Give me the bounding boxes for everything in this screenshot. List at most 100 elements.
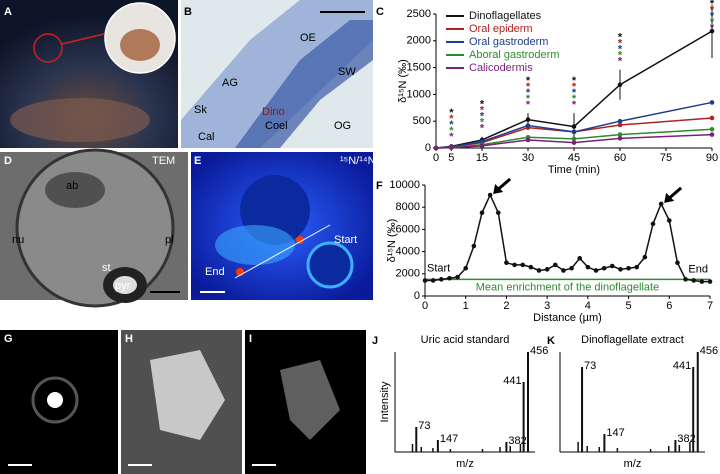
significance-star: * [572,81,577,93]
minor-peak [678,445,681,452]
image-label: pyr [115,280,131,292]
x-tick-label: 30 [522,152,534,164]
data-point [504,260,509,266]
data-point [618,267,623,272]
data-point [593,268,599,273]
y-tick-label: 8000 [396,201,420,213]
data-point [479,143,485,149]
y-tick-label: 10000 [389,179,420,191]
y-tick-label: 4000 [396,246,420,258]
peak [674,440,677,452]
data-point [709,126,715,132]
significance-star: * [480,117,485,129]
minor-peak [616,448,619,452]
peak [692,367,695,452]
panel-letter: D [4,155,12,167]
panel-letter: E [194,155,201,167]
significance-star: * [526,81,531,93]
y-tick-label: 2000 [396,268,420,280]
peak [415,427,418,452]
data-point [479,139,485,144]
significance-star: * [572,99,577,111]
significance-star: * [572,87,577,99]
panel-letter: H [125,333,133,345]
x-tick-label: 3 [544,300,550,312]
legend-label: Dinoflagellates [469,10,542,22]
data-point [449,145,454,151]
image-label: TEM [152,155,175,167]
data-point [552,262,558,268]
x-axis-label: m/z [456,458,474,470]
significance-star: * [526,99,531,111]
data-point [525,123,531,128]
significance-star: * [526,75,531,87]
data-point [571,140,577,145]
data-point [709,115,715,121]
legend-label: Aboral gastroderm [469,49,560,61]
reference-label: Mean enrichment of the dinoflagellate [476,281,659,293]
image-label: OG [334,120,351,132]
significance-star: * [618,44,623,56]
significance-star: * [618,56,623,68]
panel-letter: I [249,333,252,345]
image-label: SW [338,66,356,78]
significance-star: * [480,123,485,135]
data-point [463,265,469,271]
image-label: Cal [198,131,215,143]
minor-peak [668,446,670,452]
data-point [495,210,501,216]
image-label: AG [222,77,238,89]
data-point [520,262,526,268]
data-point [471,243,477,249]
significance-star: * [618,50,623,62]
x-tick-label: 0 [422,300,428,312]
peak-label: 441 [503,375,521,387]
significance-star: * [449,113,454,125]
peak [696,352,699,452]
minor-peak [449,449,452,452]
y-tick-label: 2500 [407,8,431,20]
data-point [699,279,705,284]
y-tick-label: 0 [414,290,420,302]
chart-title: Uric acid standard [421,334,510,346]
peak [522,382,525,452]
data-point [569,265,574,271]
y-axis-label: δ¹⁵N (‰) [397,59,409,103]
minor-peak [420,447,422,452]
y-axis-label: δ¹⁵N (‰) [386,219,398,263]
data-point [642,254,648,260]
image-label: Start [334,234,357,246]
data-point [617,118,623,124]
minor-peak [509,446,511,452]
significance-star: * [526,87,531,99]
x-tick-label: 1 [463,300,469,312]
panel-h-image [121,330,242,474]
significance-star: * [618,38,623,50]
x-tick-label: 7 [707,300,713,312]
data-point [609,263,615,269]
y-tick-label: 1000 [407,88,431,100]
legend-label: Calicodermis [469,62,533,74]
legend-label: Oral gastroderm [469,36,548,48]
significance-star: * [710,10,715,22]
data-point [571,136,577,142]
x-tick-label: 60 [614,152,626,164]
data-point [544,267,550,272]
x-axis-label: Distance (µm) [533,312,602,324]
significance-star: * [710,22,715,34]
peak-label: 147 [606,427,624,439]
data-point [585,264,591,270]
peak [436,440,439,452]
data-point [528,264,534,270]
data-point [683,277,688,282]
image-label: nu [12,234,24,246]
data-point [707,279,713,284]
peak [527,352,529,452]
data-point [666,218,672,223]
image-label: pl [165,234,174,246]
panel-d-image [0,148,188,308]
significance-star: * [480,99,485,111]
panel-b-image [181,0,373,148]
peak-label: 456 [530,345,548,357]
